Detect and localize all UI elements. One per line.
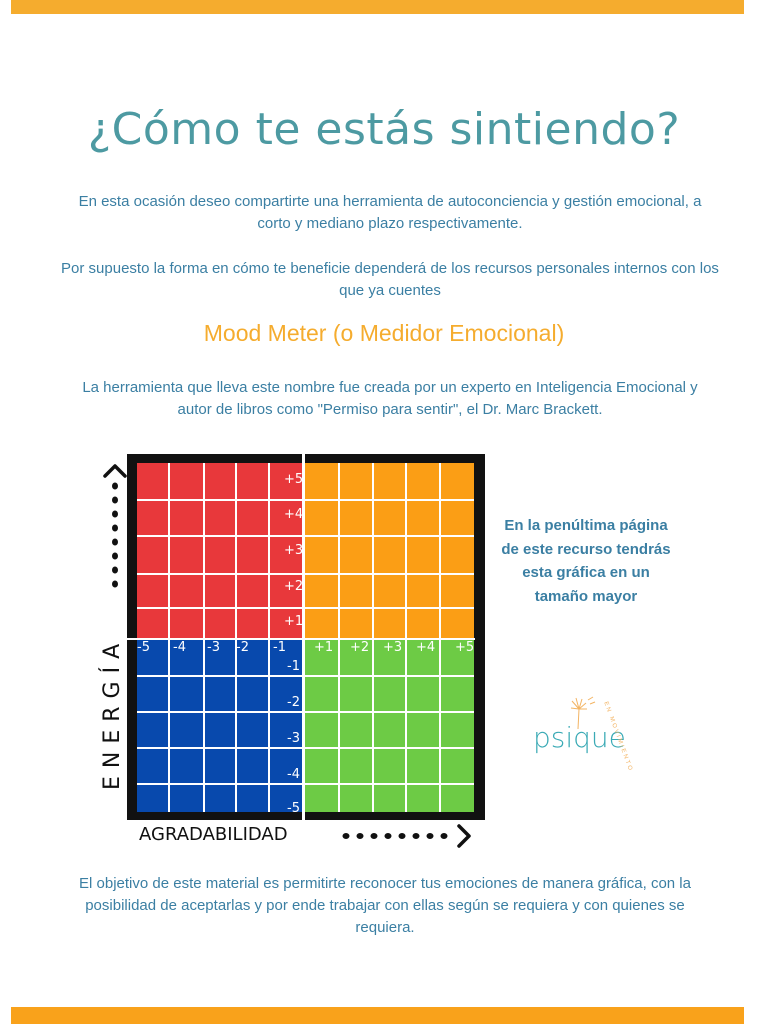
y-tick: -1: [287, 659, 300, 674]
grid-line: [405, 463, 407, 812]
x-tick: +3: [383, 640, 403, 655]
x-tick: +4: [416, 640, 436, 655]
y-tick: +4: [284, 507, 304, 522]
psique-logo: psique EN MOVIMIENTO: [528, 695, 648, 773]
section-subtitle: Mood Meter (o Medidor Emocional): [203, 320, 565, 346]
grid-line: [137, 783, 474, 785]
y-tick: +3: [284, 543, 304, 558]
closing-paragraph: El objetivo de este material es permitir…: [79, 875, 691, 936]
y-axis-line: [302, 454, 305, 821]
intro-paragraph-2: Por supuesto la forma en cómo te benefic…: [61, 260, 719, 299]
dandelion-icon: [570, 696, 596, 730]
pleasantness-arrow-right-icon: [342, 824, 471, 848]
x-tick: -4: [173, 640, 186, 655]
page-title: ¿Cómo te estás sintiendo?: [87, 104, 681, 155]
x-tick: -2: [236, 640, 249, 655]
grid-line: [137, 607, 474, 609]
description-paragraph: La herramienta que lleva este nombre fue…: [82, 379, 698, 418]
grid-line: [168, 463, 170, 812]
grid-line: [439, 463, 441, 812]
x-axis-line: [127, 638, 475, 640]
grid-line: [235, 463, 237, 812]
y-tick: -3: [287, 731, 300, 746]
grid-line: [137, 747, 474, 749]
grid-line: [137, 711, 474, 713]
grid-line: [268, 463, 270, 812]
y-axis-label: ENERGÍA: [100, 635, 125, 790]
x-tick: -5: [137, 640, 150, 655]
x-tick: +2: [350, 640, 370, 655]
grid-line: [338, 463, 340, 812]
grid-line: [137, 499, 474, 501]
x-axis-label: AGRADABILIDAD: [139, 824, 288, 845]
quadrant-blue: [137, 640, 302, 812]
quadrant-red: [137, 463, 302, 638]
x-tick: -1: [273, 640, 286, 655]
y-tick: +5: [284, 472, 304, 487]
y-tick: +2: [284, 579, 304, 594]
grid-line: [137, 573, 474, 575]
logo-text: psique: [533, 721, 626, 754]
bottom-accent-bar: [11, 1007, 744, 1024]
intro-paragraph-1: En esta ocasión deseo compartirte una he…: [78, 193, 702, 232]
quadrant-orange: [305, 463, 474, 638]
quadrant-green: [305, 640, 474, 812]
side-note: En la penúltima página de este recurso t…: [501, 517, 671, 605]
y-tick: +1: [284, 614, 304, 629]
grid-line: [203, 463, 205, 812]
energy-arrow-up-icon: [103, 464, 127, 588]
grid-line: [137, 675, 474, 677]
x-tick: -3: [207, 640, 220, 655]
grid-line: [372, 463, 374, 812]
y-tick: -2: [287, 695, 300, 710]
x-tick: +1: [314, 640, 334, 655]
top-accent-bar: [11, 0, 744, 14]
y-tick: -5: [287, 801, 300, 816]
grid-line: [137, 535, 474, 537]
mood-meter-grid: +5 +4 +3 +2 +1 -1 -2 -3 -4 -5 -5 -4 -3 -…: [127, 454, 475, 821]
x-tick: +5: [455, 640, 475, 655]
y-tick: -4: [287, 767, 300, 782]
